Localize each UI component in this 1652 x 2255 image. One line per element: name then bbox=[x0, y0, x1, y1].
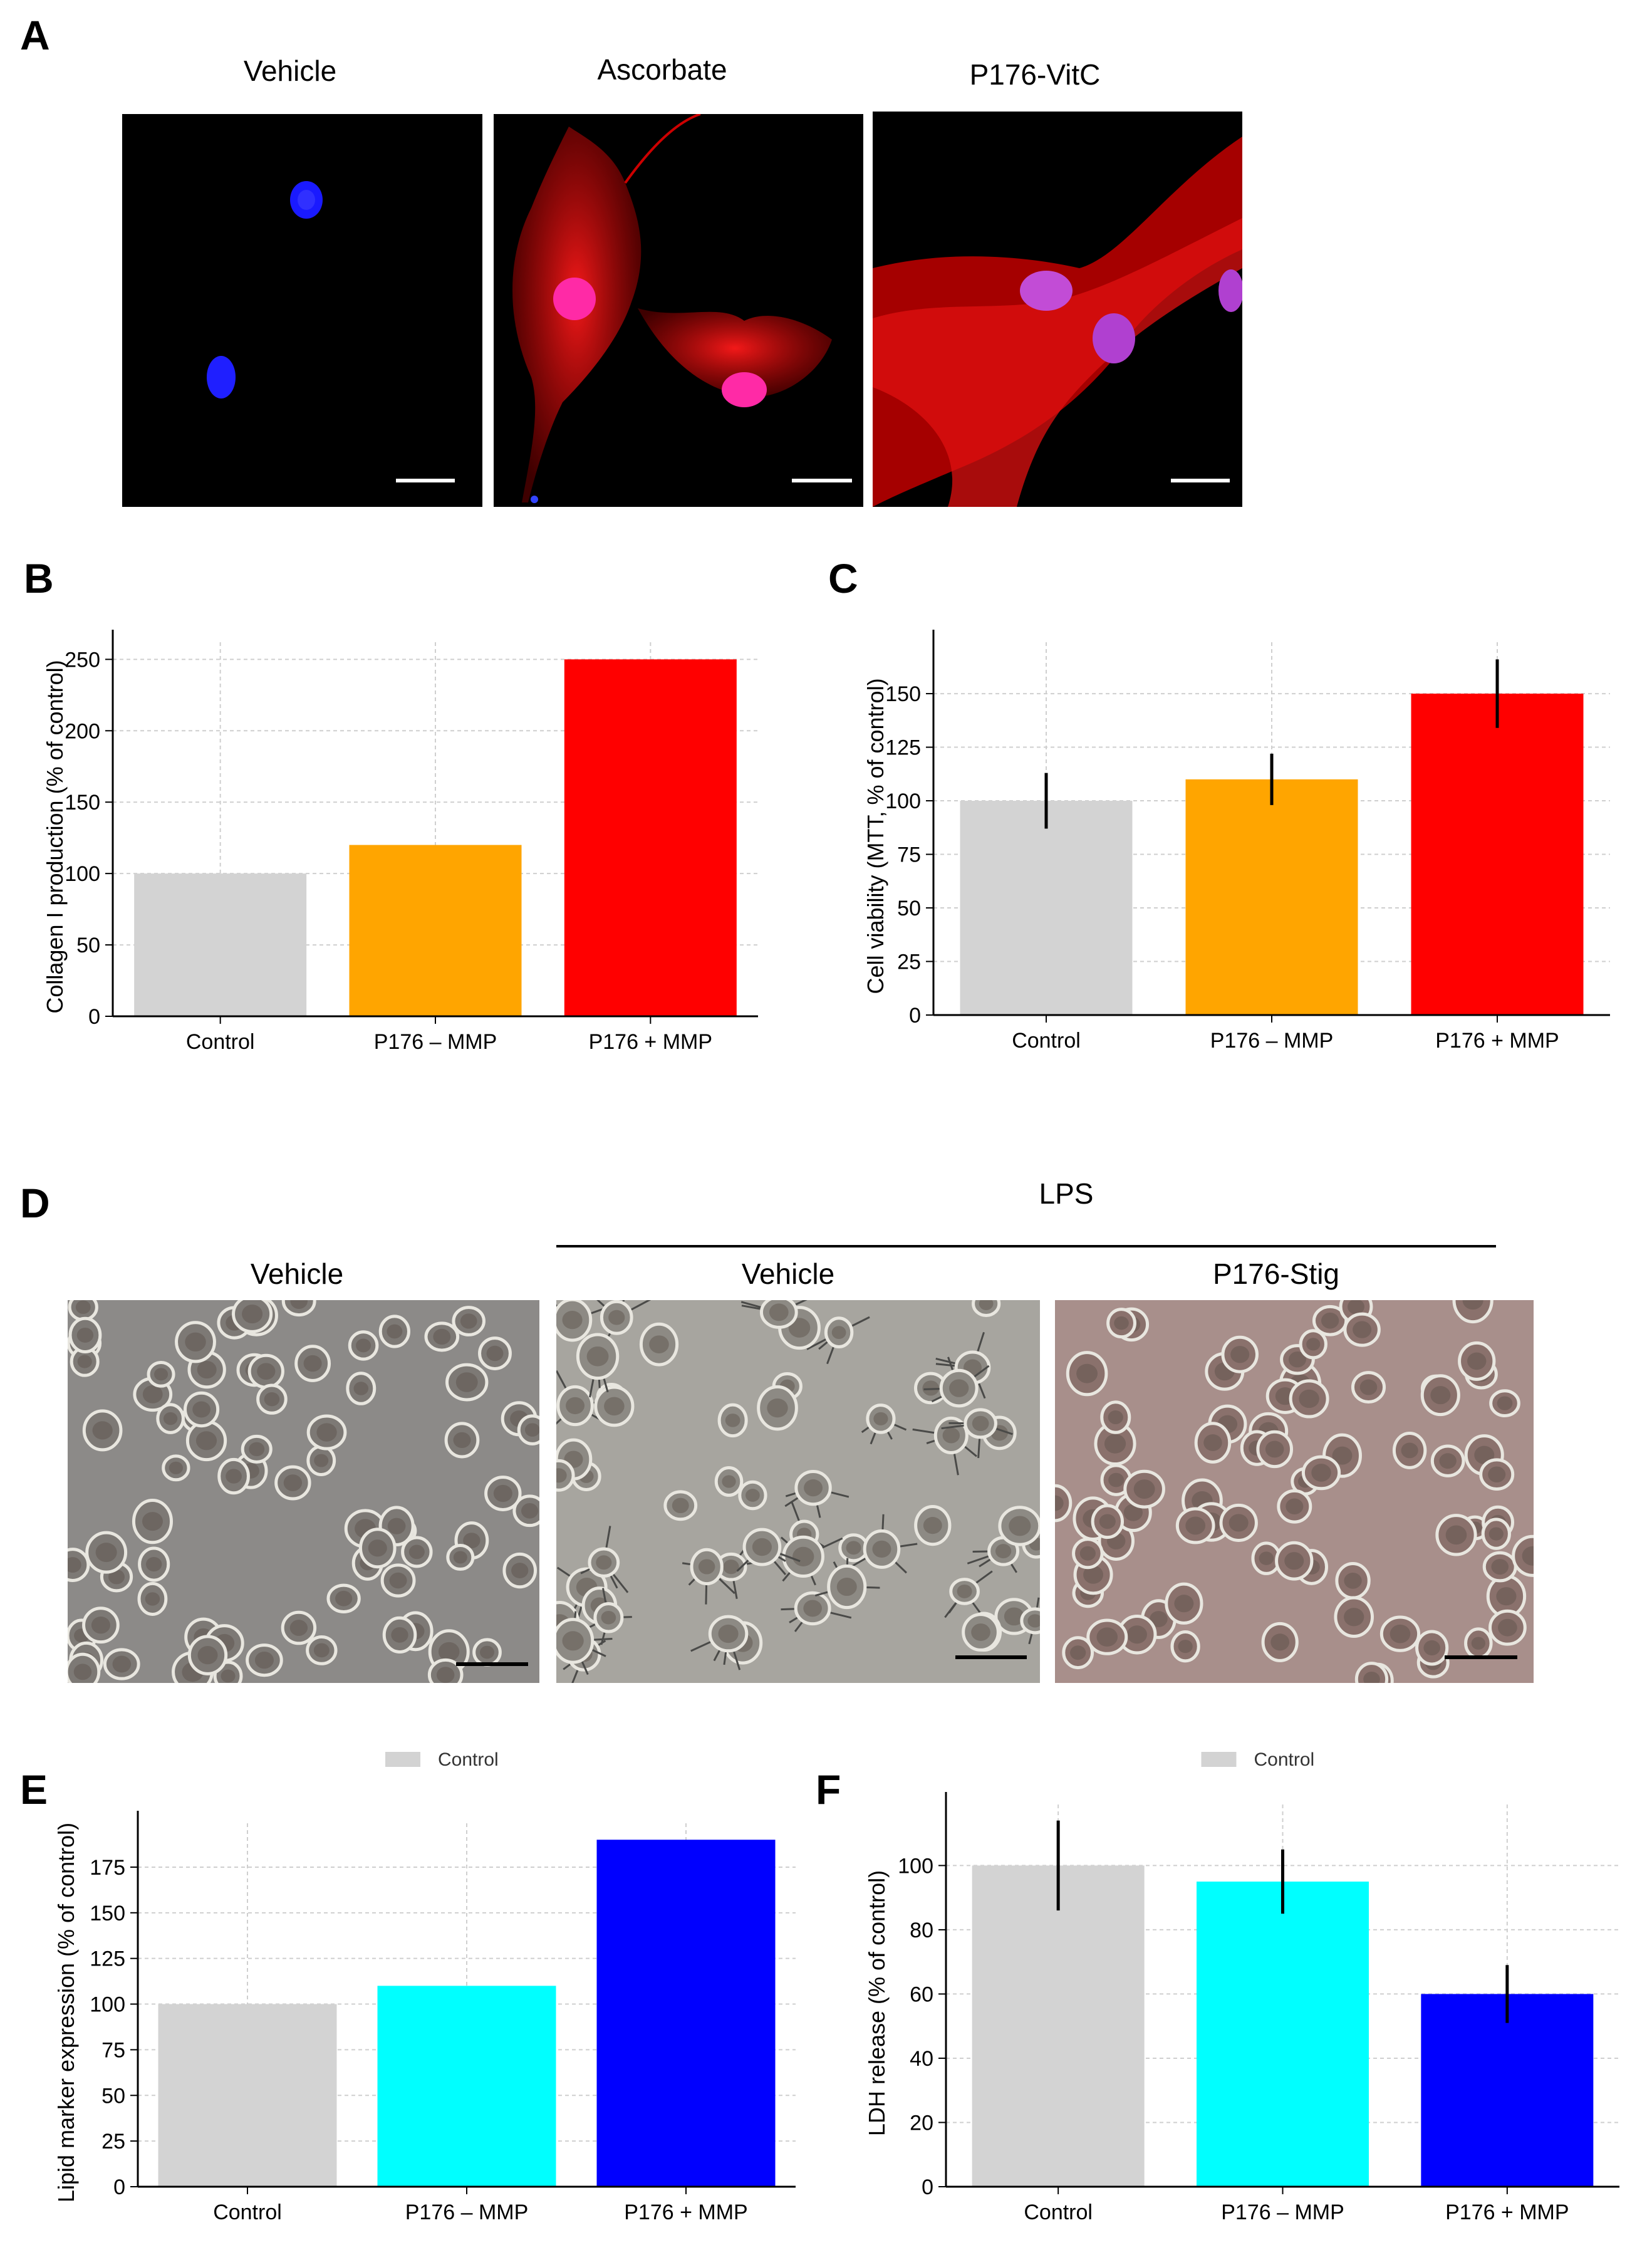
y-tick-label: 0 bbox=[922, 2175, 933, 2199]
x-tick-label: P176 + MMP bbox=[589, 1030, 712, 1054]
x-tick-label: Control bbox=[1024, 2200, 1093, 2224]
fluorescence-image-p176-vitc bbox=[873, 112, 1242, 507]
y-tick-label: 25 bbox=[897, 950, 921, 974]
x-tick-label: P176 + MMP bbox=[1435, 1029, 1559, 1053]
y-tick-label: 0 bbox=[113, 2175, 125, 2199]
y-tick-label: 125 bbox=[90, 1947, 125, 1971]
legend-swatch bbox=[1201, 1752, 1237, 1767]
scale-bar bbox=[792, 479, 852, 482]
y-tick-label: 150 bbox=[90, 1902, 125, 1925]
bar-2 bbox=[377, 1986, 556, 2187]
y-axis-label: LDH release (% of control) bbox=[864, 1870, 890, 2136]
x-tick-label: P176 – MMP bbox=[1210, 1029, 1334, 1053]
y-tick-label: 100 bbox=[65, 862, 100, 886]
y-tick-label: 150 bbox=[65, 791, 100, 815]
x-tick-label: P176 – MMP bbox=[1221, 2200, 1344, 2224]
panel-letter-b: B bbox=[24, 555, 54, 602]
scale-bar bbox=[1171, 479, 1230, 482]
y-axis-label: Collagen I production (% of control) bbox=[42, 660, 68, 1013]
bar-2 bbox=[1185, 779, 1358, 1015]
y-axis-label: Lipid marker expression (% of control) bbox=[53, 1823, 79, 2202]
legend-swatch bbox=[385, 1752, 420, 1767]
y-tick-label: 20 bbox=[910, 2111, 933, 2135]
scale-bar bbox=[1445, 1655, 1517, 1659]
y-tick-label: 50 bbox=[101, 2084, 125, 2108]
x-tick-label: Control bbox=[1012, 1029, 1081, 1053]
y-tick-label: 50 bbox=[76, 934, 100, 957]
legend-label: Control bbox=[438, 1749, 499, 1770]
y-tick-label: 200 bbox=[65, 719, 100, 743]
y-tick-label: 80 bbox=[910, 1919, 933, 1942]
panel-d-title-vehicle: Vehicle bbox=[250, 1258, 344, 1290]
y-tick-label: 100 bbox=[898, 1854, 933, 1878]
phase-contrast-image-vehicle bbox=[68, 1300, 539, 1683]
x-tick-label: P176 + MMP bbox=[624, 2200, 747, 2224]
panel-letter-d: D bbox=[20, 1180, 50, 1226]
lps-group-line bbox=[556, 1245, 1496, 1247]
bar-3 bbox=[1411, 694, 1584, 1015]
chart-c: 0 25 50 75 100 125 150 Control P176 – MMP P176 + … bbox=[863, 630, 1610, 1053]
bar-1 bbox=[134, 873, 307, 1016]
bar-3 bbox=[564, 659, 737, 1016]
y-tick-label: 40 bbox=[910, 2047, 933, 2071]
panel-letter-f: F bbox=[816, 1766, 841, 1813]
y-tick-label: 60 bbox=[910, 1982, 933, 2006]
y-tick-label: 0 bbox=[88, 1005, 100, 1029]
y-tick-label: 50 bbox=[897, 897, 921, 920]
panel-d-title-p176-stig: P176-Stig bbox=[1212, 1258, 1339, 1290]
y-tick-label: 75 bbox=[101, 2038, 125, 2062]
x-tick-label: Control bbox=[186, 1030, 255, 1054]
bar-1 bbox=[960, 801, 1133, 1015]
legend-label: Control bbox=[1254, 1749, 1315, 1770]
y-tick-label: 100 bbox=[90, 1993, 125, 2017]
bar-2 bbox=[1197, 1882, 1369, 2187]
chart-b: 0 50 100 150 200 250 Control P176 – MMP P176 + M… bbox=[42, 630, 758, 1054]
panel-d-group-label-lps: LPS bbox=[1039, 1177, 1094, 1210]
bar-1 bbox=[972, 1865, 1145, 2187]
scale-bar bbox=[396, 479, 455, 482]
x-tick-label: P176 + MMP bbox=[1445, 2200, 1569, 2224]
x-tick-label: Control bbox=[213, 2200, 282, 2224]
panel-letter-a: A bbox=[20, 12, 50, 58]
bar-2 bbox=[349, 845, 522, 1016]
panel-letter-e: E bbox=[20, 1766, 48, 1813]
y-tick-label: 250 bbox=[65, 648, 100, 672]
chart-f: 0 20 40 60 80 100 Control P176 – MMP P176 + MMP L… bbox=[864, 1749, 1619, 2224]
y-tick-label: 175 bbox=[90, 1856, 125, 1880]
y-tick-label: 125 bbox=[885, 736, 921, 760]
panel-letter-c: C bbox=[828, 555, 858, 602]
y-tick-label: 100 bbox=[885, 789, 921, 813]
bar-3 bbox=[1421, 1994, 1594, 2187]
fluorescence-image-ascorbate bbox=[494, 114, 863, 507]
y-tick-label: 0 bbox=[909, 1004, 921, 1028]
y-tick-label: 150 bbox=[885, 682, 921, 706]
phase-contrast-image-lps-vehicle bbox=[556, 1300, 1040, 1683]
panel-a-title-vehicle: Vehicle bbox=[243, 55, 337, 87]
x-tick-label: P176 – MMP bbox=[374, 1030, 497, 1054]
panel-d-title-lps-vehicle: Vehicle bbox=[741, 1258, 835, 1290]
chart-e: 0 25 50 75 100 125 150 175 Control P176 – MMP P176… bbox=[53, 1749, 796, 2224]
x-tick-label: P176 – MMP bbox=[405, 2200, 529, 2224]
scale-bar bbox=[456, 1662, 528, 1666]
bar-1 bbox=[158, 2004, 337, 2187]
panel-a-title-p176-vitc: P176-VitC bbox=[969, 58, 1101, 91]
panel-a-title-ascorbate: Ascorbate bbox=[597, 53, 727, 86]
scale-bar bbox=[955, 1655, 1027, 1659]
fluorescence-image-vehicle bbox=[122, 114, 482, 507]
y-tick-label: 75 bbox=[897, 843, 921, 867]
phase-contrast-image-p176-stig bbox=[1055, 1300, 1534, 1683]
y-tick-label: 25 bbox=[101, 2130, 125, 2153]
bar-3 bbox=[596, 1840, 776, 2187]
y-axis-label: Cell viability (MTT, % of control) bbox=[863, 678, 888, 994]
